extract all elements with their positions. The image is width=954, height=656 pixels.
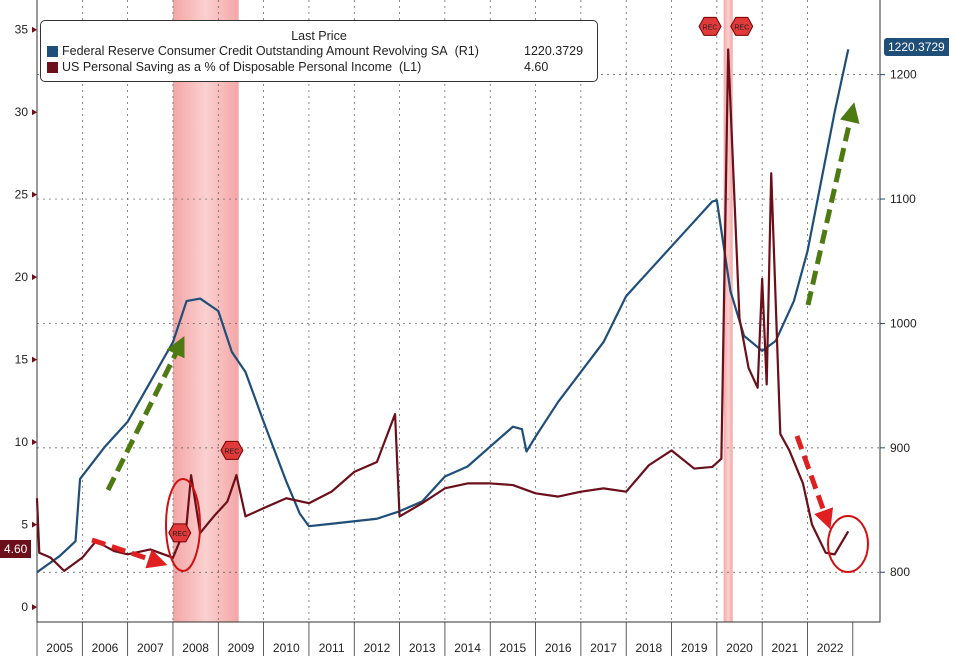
legend-title: Last Price — [291, 29, 347, 43]
left-last-value-tag: 4.60 — [0, 540, 32, 558]
red-arrow — [91, 537, 168, 569]
rec-marker — [730, 16, 754, 36]
legend-label: Federal Reserve Consumer Credit Outstand… — [62, 44, 448, 58]
left-tick-mark — [32, 356, 37, 363]
right-last-value-tag: 1220.3729 — [884, 38, 949, 56]
left-tick-mark — [32, 191, 37, 198]
revolving-credit-line — [36, 49, 850, 574]
x-tick-label: 2011 — [319, 641, 345, 655]
right-tick-label: 1200 — [890, 68, 917, 82]
left-tick-mark — [32, 109, 37, 116]
green-arrow — [105, 336, 185, 492]
green-arrow — [805, 102, 860, 306]
x-tick-label: 2007 — [137, 641, 164, 655]
right-tick-label: 900 — [890, 441, 910, 455]
x-tick-label: 2021 — [771, 641, 798, 655]
legend-swatch — [47, 61, 58, 73]
left-tick-mark — [32, 521, 37, 528]
left-tick-label: 15 — [15, 353, 29, 367]
legend-axis: (L1) — [399, 60, 422, 74]
right-tick-label: 1000 — [890, 316, 917, 330]
recession-band — [723, 0, 733, 622]
left-tick-label: 25 — [15, 188, 29, 202]
right-tick-label: 800 — [890, 565, 910, 579]
x-tick-label: 2009 — [228, 641, 255, 655]
left-tick-label: 30 — [15, 105, 29, 119]
legend-item-saving: US Personal Saving as a % of Disposable … — [47, 59, 597, 75]
left-tick-label: 10 — [15, 435, 29, 449]
right-tick-label: 1100 — [890, 192, 916, 206]
x-tick-label: 2010 — [273, 641, 300, 655]
highlight-ellipse — [165, 478, 201, 572]
x-tick-label: 2015 — [500, 641, 527, 655]
legend: Last Price Federal Reserve Consumer Cred… — [40, 20, 598, 82]
x-tick-label: 2008 — [182, 641, 209, 655]
x-tick-label: 2006 — [92, 641, 119, 655]
left-tick-label: 35 — [15, 23, 29, 37]
red-arrow — [794, 435, 834, 530]
x-tick-label: 2005 — [46, 641, 73, 655]
rec-marker — [168, 523, 192, 543]
x-tick-label: 2019 — [681, 641, 708, 655]
legend-item-credit: Federal Reserve Consumer Credit Outstand… — [47, 43, 597, 59]
left-tick-mark — [32, 439, 37, 446]
rec-marker — [698, 16, 722, 36]
legend-swatch — [47, 45, 58, 57]
x-tick-label: 2017 — [590, 641, 617, 655]
legend-value: 1220.3729 — [524, 44, 584, 58]
legend-label: US Personal Saving as a % of Disposable … — [62, 60, 393, 74]
left-tick-label: 0 — [21, 600, 28, 614]
left-tick-label: 5 — [21, 518, 28, 532]
legend-value: 4.60 — [524, 60, 549, 74]
x-tick-label: 2020 — [726, 641, 753, 655]
rec-marker-label: REC — [734, 24, 749, 31]
rec-marker-label: REC — [703, 24, 718, 31]
x-tick-label: 2022 — [817, 641, 844, 655]
left-tick-mark — [32, 604, 37, 611]
rec-marker-label: REC — [224, 448, 239, 455]
left-tick-label: 20 — [15, 270, 29, 284]
rec-marker — [220, 440, 244, 460]
left-tick-mark — [32, 274, 37, 281]
plot-frame — [36, 0, 881, 623]
x-tick-label: 2013 — [409, 641, 436, 655]
x-tick-label: 2018 — [636, 641, 663, 655]
x-tick-label: 2014 — [454, 641, 481, 655]
highlight-ellipse — [827, 515, 869, 573]
x-tick-label: 2012 — [364, 641, 391, 655]
left-tick-mark — [32, 26, 37, 33]
x-tick-label: 2016 — [545, 641, 572, 655]
rec-marker-label: REC — [172, 531, 187, 538]
saving-rate-line — [35, 48, 850, 572]
legend-axis: (R1) — [454, 44, 479, 58]
